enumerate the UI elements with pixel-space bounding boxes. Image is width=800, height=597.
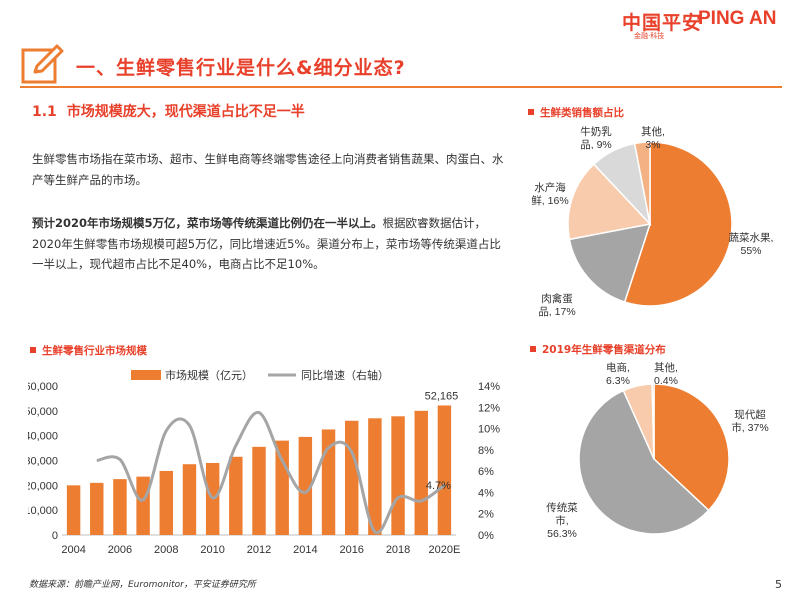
bar xyxy=(298,436,313,535)
combo-chart-title: 生鲜零售行业市场规模 xyxy=(30,343,147,358)
growth-rate-line xyxy=(96,411,446,535)
bar xyxy=(344,420,359,535)
pie-slice-label: 水产海鲜, 16% xyxy=(531,181,568,207)
y2-axis-tick-label: 2% xyxy=(478,509,494,521)
y-axis-tick-label: 40,000 xyxy=(28,431,58,443)
pie-slice-label: 电商, 6.3% xyxy=(606,361,630,387)
pie-slice xyxy=(568,223,652,303)
pie-slice-label: 牛奶乳品, 9% xyxy=(580,125,612,151)
legend-label-bar: 市场规模（亿元） xyxy=(165,368,253,382)
bar xyxy=(368,418,382,535)
bar xyxy=(391,416,405,535)
pie-channel-title: 2019年生鲜零售渠道分布 xyxy=(530,342,666,357)
x-axis-tick-label: 2016 xyxy=(339,544,363,556)
paragraph-forecast-rest: 根据欧睿数据估计，2020年生鲜零售市场规模可超5万亿，同比增速近5%。渠道分布… xyxy=(32,216,501,271)
title-bullet-icon xyxy=(530,346,536,352)
pie-slice-label: 传统菜市, 56.3% xyxy=(546,501,578,540)
pie-slice xyxy=(578,389,710,535)
y-axis-tick-label: 60,000 xyxy=(28,381,58,393)
pie-category-title-text: 生鲜类销售额占比 xyxy=(540,107,624,119)
paragraph-forecast: 预计2020年市场规模5万亿，菜市场等传统渠道比例仍在一半以上。根据欧睿数据估计… xyxy=(32,213,510,275)
y2-axis-tick-label: 8% xyxy=(478,445,494,457)
section-title: 市场规模庞大，现代渠道占比不足一半 xyxy=(66,104,305,120)
pie-slice-label: 蔬菜水果, 55% xyxy=(729,232,774,257)
brand-logo-en: PING AN xyxy=(698,8,777,29)
pie-slice-label: 肉禽蛋品, 17% xyxy=(538,292,575,318)
market-size-chart: 0 10,000 20,000 30,000 40,000 50,000 60,000 0% 2… xyxy=(28,368,500,556)
x-axis-tick-label: 2010 xyxy=(200,544,224,556)
bar xyxy=(113,479,127,535)
pie-slice xyxy=(633,141,651,225)
last-bar-value-label: 52,165 xyxy=(425,390,459,402)
bar xyxy=(159,470,174,535)
bar xyxy=(90,482,104,535)
last-rate-value-label: 4.7% xyxy=(426,480,451,492)
legend-swatch-bar xyxy=(131,370,161,380)
x-axis-tick-label: 2006 xyxy=(108,544,132,556)
y-axis-tick-label: 10,000 xyxy=(28,505,58,517)
pie-channel-title-text: 2019年生鲜零售渠道分布 xyxy=(542,344,666,356)
edit-pencil-icon xyxy=(21,44,64,84)
section-heading: 1.1 市场规模庞大，现代渠道占比不足一半 xyxy=(32,101,305,121)
y-axis-tick-label: 50,000 xyxy=(28,406,58,418)
x-axis-tick-label: 2020E xyxy=(429,544,461,556)
section-number: 1.1 xyxy=(32,104,57,120)
pie-slice-label: 现代超市, 37% xyxy=(731,408,768,434)
pie-slice xyxy=(653,383,730,512)
bar xyxy=(182,464,197,535)
x-axis-tick-label: 2012 xyxy=(247,544,271,556)
y2-axis-tick-label: 4% xyxy=(478,487,494,499)
pie-slice xyxy=(651,383,655,460)
pie-slice-label: 其他, 0.4% xyxy=(654,361,678,387)
pie-slice xyxy=(567,163,652,241)
y2-axis-tick-label: 12% xyxy=(478,402,500,414)
y2-axis-tick-label: 14% xyxy=(478,381,500,393)
y-axis-tick-label: 20,000 xyxy=(28,480,58,492)
y-axis-tick-label: 0 xyxy=(52,530,58,542)
title-bullet-icon xyxy=(30,347,36,353)
pie-slice xyxy=(623,141,733,307)
combo-chart-title-text: 生鲜零售行业市场规模 xyxy=(42,345,147,357)
title-bullet-icon xyxy=(528,109,534,115)
pie-channel-chart: 现代超市, 37% 传统菜市, 56.3% 电商, 6.3% 其他, 0.4% xyxy=(546,361,768,540)
x-axis-tick-label: 2018 xyxy=(386,544,410,556)
x-axis-tick-label: 2004 xyxy=(61,544,85,556)
title-divider xyxy=(20,86,782,88)
pie-category-chart: 蔬菜水果, 55% 肉禽蛋品, 17% 水产海鲜, 16% 牛奶乳品, 9% 其他, 3% xyxy=(531,125,774,318)
x-axis-tick-label: 2014 xyxy=(293,544,317,556)
y2-axis-tick-label: 0% xyxy=(478,530,494,542)
x-axis-tick-label: 2008 xyxy=(154,544,178,556)
paragraph-forecast-bold: 预计2020年市场规模5万亿，菜市场等传统渠道比例仍在一半以上。 xyxy=(32,216,383,230)
page-title: 一、生鲜零售行业是什么&细分业态? xyxy=(76,57,406,79)
bar xyxy=(275,440,289,535)
brand-logo-cn: 中国平安 xyxy=(622,12,703,34)
bar xyxy=(136,476,150,535)
y-axis-tick-label: 30,000 xyxy=(28,456,58,468)
bar xyxy=(229,456,243,535)
pie-category-title: 生鲜类销售额占比 xyxy=(528,105,624,120)
legend-label-line: 同比增速（右轴） xyxy=(301,368,389,382)
bar xyxy=(252,446,266,535)
y2-axis-tick-label: 6% xyxy=(478,466,494,478)
pie-slice-label: 其他, 3% xyxy=(641,125,665,151)
bar xyxy=(437,405,452,535)
page-number: 5 xyxy=(775,578,782,591)
bar xyxy=(414,410,428,535)
bar xyxy=(66,485,81,535)
source-note: 数据来源：前瞻产业网，Euromonitor，平安证券研究所 xyxy=(29,580,256,590)
paragraph-definition: 生鲜零售市场指在菜市场、超市、生鲜电商等终端零售途径上向消费者销售蔬果、肉蛋白、… xyxy=(32,152,504,187)
y2-axis-tick-label: 10% xyxy=(478,424,500,436)
brand-tagline: 金融·科技 xyxy=(634,32,665,40)
